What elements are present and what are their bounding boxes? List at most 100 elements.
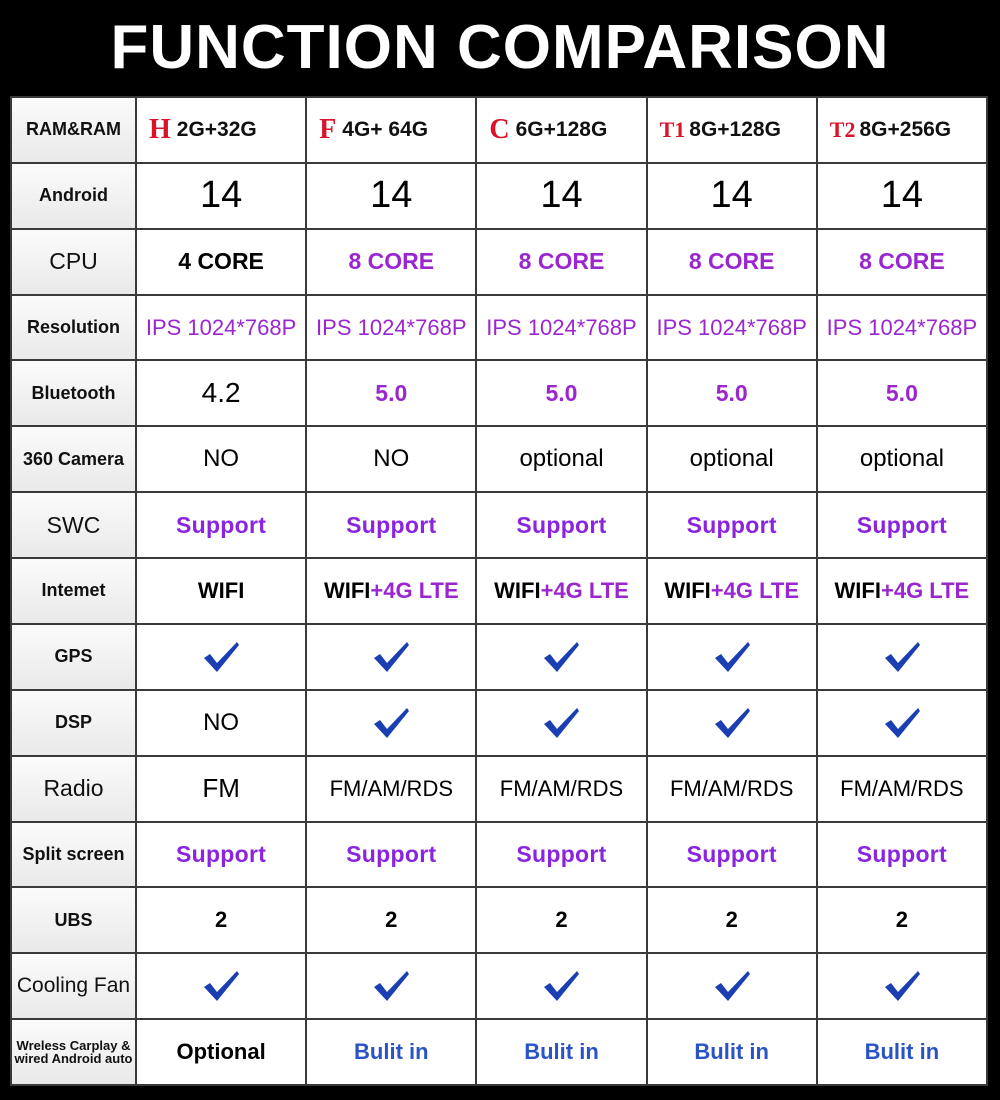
bluetooth-value: 5.0 [817, 361, 986, 426]
split-value: Support [307, 822, 476, 887]
ram-value: 2G+32G [176, 117, 257, 141]
android-version: 14 [647, 163, 816, 228]
carplay-value: Bulit in [647, 1020, 816, 1084]
model-letter: F [319, 113, 337, 145]
bluetooth-value: 5.0 [647, 361, 816, 426]
fan-value [137, 954, 306, 1019]
model-letter: T1 [659, 116, 686, 142]
wifi-text: WIFI [494, 577, 541, 603]
page-title: FUNCTION COMPARISON [110, 12, 890, 82]
check-icon [714, 707, 750, 738]
check-icon [204, 641, 240, 672]
comparison-table: RAM&RAM H 2G+32G F 4G+ 64G C 6G+128G T1 8G+1… [10, 96, 988, 1086]
bluetooth-value: 5.0 [307, 361, 476, 426]
camera-value: NO [307, 427, 476, 492]
ram-value: 8G+256G [859, 117, 952, 141]
wifi-text: WIFI [323, 577, 371, 603]
lte-text: +4G LTE [710, 577, 800, 603]
resolution-value: IPS 1024*768P [817, 295, 986, 360]
cpu-value: 8 CORE [817, 229, 986, 294]
internet-value: WIFI +4G LTE [647, 559, 816, 623]
carplay-value: Optional [137, 1020, 306, 1084]
gps-value [477, 624, 646, 689]
resolution-value: IPS 1024*768P [137, 295, 306, 360]
camera-value: NO [137, 427, 306, 492]
row-label-ubs: UBS [12, 888, 135, 953]
check-icon [374, 641, 410, 672]
model-c-header: C 6G+128G [477, 98, 646, 162]
model-letter: C [489, 113, 510, 145]
split-value: Support [817, 822, 986, 887]
android-version: 14 [307, 163, 476, 228]
check-icon [884, 641, 920, 672]
wifi-text: WIFI [664, 577, 711, 603]
dsp-value [817, 690, 986, 755]
resolution-value: IPS 1024*768P [647, 295, 816, 360]
internet-value: WIFI [137, 559, 306, 623]
ubs-value: 2 [477, 888, 646, 953]
model-t1-header: T1 8G+128G [647, 98, 816, 162]
gps-value [137, 624, 306, 689]
gps-value [647, 624, 816, 689]
row-label-cpu: CPU [12, 229, 135, 294]
split-value: Support [137, 822, 306, 887]
fan-value [477, 954, 646, 1019]
check-icon [204, 971, 240, 1002]
ubs-value: 2 [137, 888, 306, 953]
check-icon [374, 971, 410, 1002]
gps-value [307, 624, 476, 689]
cpu-value: 8 CORE [477, 229, 646, 294]
row-label-fan: Cooling Fan [12, 954, 135, 1019]
dsp-value [307, 690, 476, 755]
radio-value: FM/AM/RDS [477, 756, 646, 821]
check-icon [544, 641, 580, 672]
cpu-value: 8 CORE [647, 229, 816, 294]
internet-value: WIFI +4G LTE [477, 559, 646, 623]
internet-value: WIFI +4G LTE [817, 559, 986, 623]
model-h-header: H 2G+32G [137, 98, 306, 162]
camera-value: optional [647, 427, 816, 492]
ram-value: 8G+128G [689, 117, 781, 141]
radio-value: FM/AM/RDS [647, 756, 816, 821]
dsp-value [477, 690, 646, 755]
swc-value: Support [307, 493, 476, 558]
dsp-value: NO [137, 690, 306, 755]
row-label-bluetooth: Bluetooth [12, 361, 135, 426]
row-label-swc: SWC [12, 493, 135, 558]
split-value: Support [647, 822, 816, 887]
lte-text: +4G LTE [370, 577, 459, 603]
ram-value: 4G+ 64G [342, 117, 429, 141]
check-icon [544, 707, 580, 738]
ubs-value: 2 [647, 888, 816, 953]
swc-value: Support [477, 493, 646, 558]
swc-value: Support [137, 493, 306, 558]
camera-value: optional [477, 427, 646, 492]
cpu-value: 8 CORE [307, 229, 476, 294]
ubs-value: 2 [817, 888, 986, 953]
row-label-carplay: Wreless Carplay & wired Android auto [12, 1020, 135, 1084]
android-version: 14 [137, 163, 306, 228]
row-label-dsp: DSP [12, 690, 135, 755]
swc-value: Support [817, 493, 986, 558]
fan-value [307, 954, 476, 1019]
swc-value: Support [647, 493, 816, 558]
wifi-text: WIFI [834, 577, 881, 603]
check-icon [884, 707, 920, 738]
check-icon [714, 641, 750, 672]
row-label-resolution: Resolution [12, 295, 135, 360]
radio-value: FM/AM/RDS [307, 756, 476, 821]
row-label-ram: RAM&RAM [12, 98, 135, 162]
row-label-gps: GPS [12, 624, 135, 689]
check-icon [544, 971, 580, 1002]
split-value: Support [477, 822, 646, 887]
resolution-value: IPS 1024*768P [307, 295, 476, 360]
radio-value: FM/AM/RDS [817, 756, 986, 821]
row-label-split: Split screen [12, 822, 135, 887]
fan-value [817, 954, 986, 1019]
row-label-internet: Intemet [12, 559, 135, 623]
resolution-value: IPS 1024*768P [477, 295, 646, 360]
row-label-radio: Radio [12, 756, 135, 821]
ram-value: 6G+128G [515, 117, 608, 141]
model-t2-header: T2 8G+256G [817, 98, 986, 162]
cpu-value: 4 CORE [137, 229, 306, 294]
